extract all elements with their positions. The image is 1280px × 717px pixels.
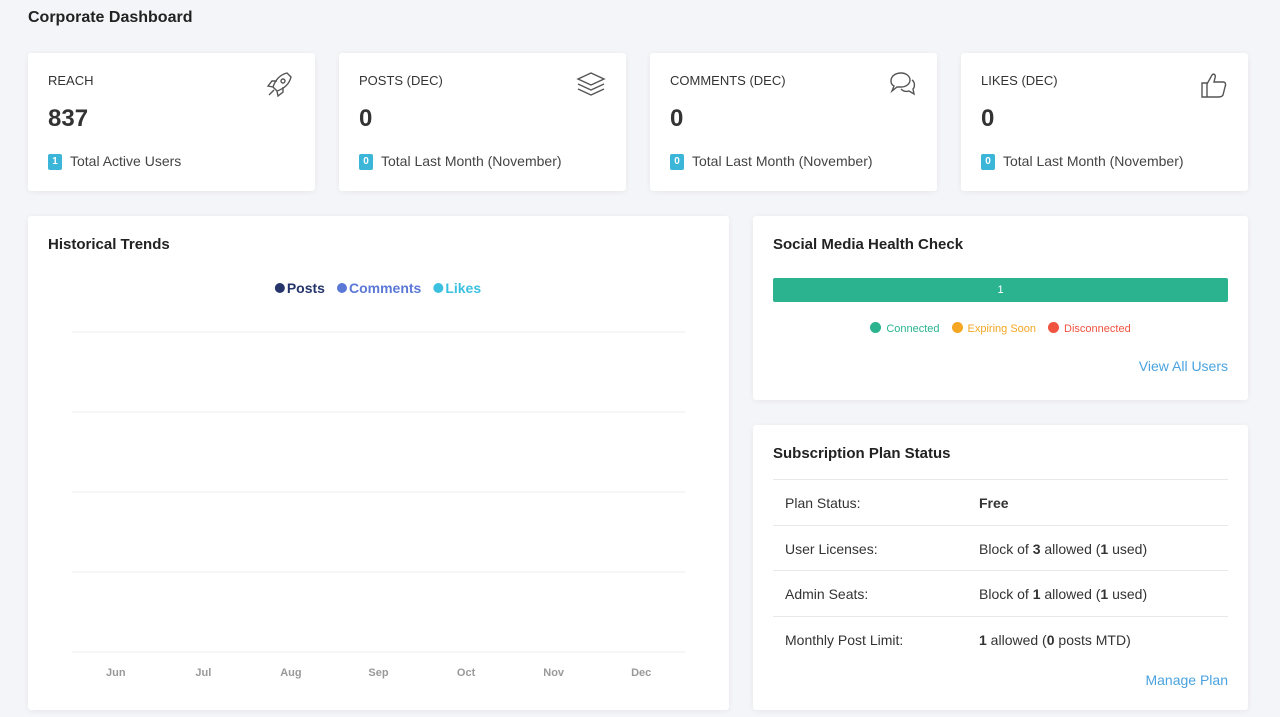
plan-value: Block of 3 allowed (1 used)	[979, 541, 1147, 557]
plan-label: Admin Seats:	[785, 586, 869, 602]
stat-icon	[890, 72, 916, 96]
x-tick-label: Sep	[368, 667, 388, 679]
plan-value-part: Free	[979, 495, 1009, 511]
plan-label: Plan Status:	[785, 495, 861, 511]
legend-item: Connected	[870, 322, 940, 335]
stat-value: 0	[670, 105, 684, 132]
plan-value-part: used)	[1108, 586, 1148, 602]
x-tick-label: Dec	[631, 667, 651, 679]
legend-dot	[870, 322, 882, 333]
chart: Jun Jul Aug Sep Oct Nov Dec Posts Comments Likes	[72, 280, 685, 679]
card-title: Subscription Plan Status	[773, 445, 951, 462]
stat-note: Total Last Month (November)	[1003, 153, 1184, 169]
stat-note: Total Last Month (November)	[381, 153, 562, 169]
legend-label: Comments	[349, 280, 422, 296]
plan-value-part: 3	[1032, 540, 1041, 557]
card-title: Social Media Health Check	[773, 236, 964, 253]
stat-card: POSTS (DEC) 0 0 Total Last Month (November)	[339, 53, 626, 191]
plan-value: 1 allowed (0 posts MTD)	[979, 632, 1131, 648]
trends-card: Historical Trends Jun Jul Aug Sep Oct Nov Dec P…	[28, 216, 729, 710]
plan-row: Monthly Post Limit: 1 allowed (0 posts MT…	[773, 615, 1228, 663]
stat-label: COMMENTS (DEC)	[670, 73, 786, 88]
plan-row: Plan Status: Free	[773, 479, 1228, 526]
plan-value-part: Block of	[979, 540, 1033, 557]
plan-value-part: 0	[1046, 631, 1055, 648]
legend: Posts Comments Likes	[274, 280, 481, 296]
plan-value-part: 1	[1100, 586, 1109, 602]
stat-note: Total Last Month (November)	[692, 153, 873, 169]
legend-label: Connected	[886, 323, 940, 335]
stat-value: 0	[359, 105, 373, 132]
page-title: Corporate Dashboard	[28, 9, 193, 26]
plan-value-part: posts MTD)	[1054, 631, 1131, 648]
legend-label: Expiring Soon	[967, 323, 1037, 335]
health-bar: 1	[773, 278, 1228, 302]
x-tick-label: Aug	[280, 667, 301, 679]
plan-value-part: allowed (	[1040, 540, 1101, 557]
plan-value-part: 1	[1100, 540, 1109, 557]
stat-card: LIKES (DEC) 0 0 Total Last Month (November)	[961, 53, 1248, 191]
stat-icon	[266, 72, 292, 98]
stat-badge: 1	[48, 154, 62, 170]
health-card: Social Media Health Check 1 Connected Exp…	[753, 216, 1248, 400]
stat-icon	[1201, 73, 1227, 98]
x-tick-label: Nov	[543, 667, 565, 679]
plan-value: Free	[979, 495, 1009, 511]
legend-dot	[433, 283, 444, 293]
stat-label: REACH	[48, 73, 94, 88]
stat-badge: 0	[670, 154, 684, 170]
stat-note: Total Active Users	[70, 153, 182, 169]
legend-item: Disconnected	[1048, 322, 1131, 335]
plan-value-part: Block of	[979, 586, 1033, 602]
stat-value: 0	[981, 105, 995, 132]
health-legend: Connected Expiring Soon Disconnected	[753, 322, 1248, 335]
plan-value: Block of 1 allowed (1 used)	[979, 586, 1147, 602]
card-title: Historical Trends	[48, 236, 170, 253]
plan-value-part: allowed (	[1040, 586, 1101, 602]
stat-value: 837	[48, 105, 89, 132]
plan-value-part: used)	[1108, 540, 1148, 557]
stat-card: COMMENTS (DEC) 0 0 Total Last Month (Novemb…	[650, 53, 937, 191]
legend-dot	[274, 283, 285, 293]
x-tick-label: Oct	[457, 667, 476, 679]
view-all-users-link[interactable]: View All Users	[1138, 358, 1228, 374]
stat-label: POSTS (DEC)	[359, 73, 443, 88]
plan-value-part: 1	[1032, 586, 1041, 602]
stat-label: LIKES (DEC)	[981, 73, 1058, 88]
subscription-card: Subscription Plan Status Manage Plan Pla…	[753, 425, 1248, 710]
x-tick-label: Jun	[106, 667, 126, 679]
plan-row: Admin Seats: Block of 1 allowed (1 used)	[773, 570, 1228, 617]
legend-dot	[336, 283, 347, 293]
stat-icon	[576, 72, 606, 96]
stat-badge: 0	[981, 154, 995, 170]
plan-row: User Licenses: Block of 3 allowed (1 used…	[773, 524, 1228, 572]
stat-card: REACH 837 1 Total Active Users	[28, 53, 315, 191]
legend-dot	[1048, 322, 1060, 333]
legend-label: Posts	[287, 280, 325, 296]
manage-plan-link[interactable]: Manage Plan	[1145, 672, 1228, 688]
legend-dot	[951, 322, 963, 333]
plan-label: User Licenses:	[785, 540, 878, 557]
stat-badge: 0	[359, 154, 373, 170]
legend-label: Likes	[445, 280, 481, 296]
plan-value-part: 1	[979, 631, 987, 648]
plan-label: Monthly Post Limit:	[785, 631, 904, 648]
x-tick-label: Jul	[195, 667, 211, 679]
legend-label: Disconnected	[1064, 323, 1131, 335]
legend-item: Expiring Soon	[951, 322, 1037, 335]
plan-value-part: allowed (	[986, 631, 1047, 648]
